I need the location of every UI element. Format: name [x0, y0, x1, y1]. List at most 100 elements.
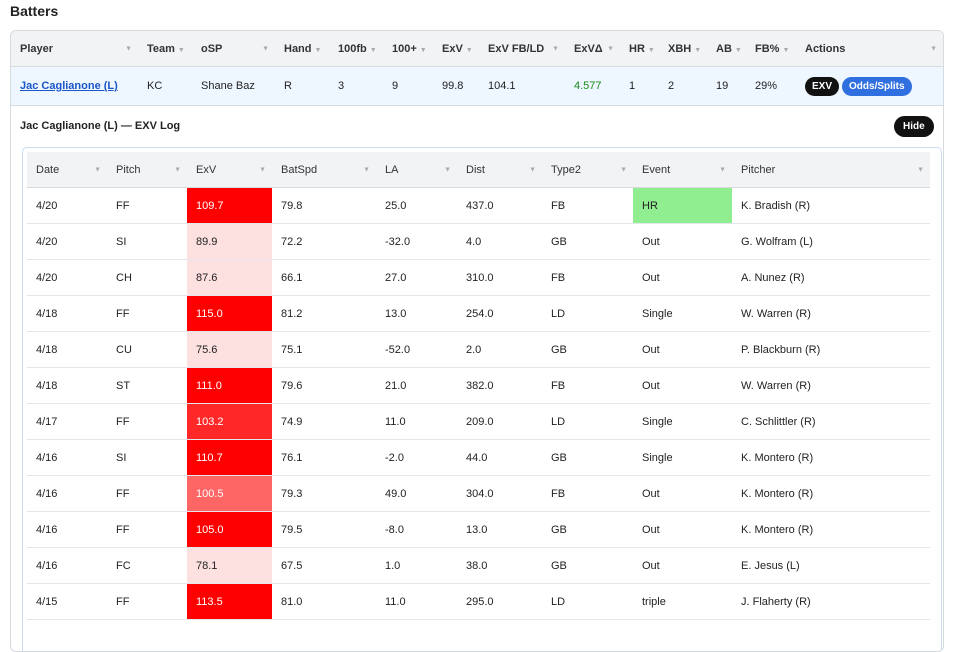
cell: Out — [633, 367, 732, 404]
cell: 4/16 — [27, 439, 107, 476]
cell: KC — [138, 66, 192, 106]
cell: P. Blackburn (R) — [732, 331, 930, 368]
column-header[interactable]: HR — [620, 31, 659, 67]
cell: K. Montero (R) — [732, 475, 930, 512]
column-header[interactable]: Actions — [796, 31, 943, 67]
cell: J. Flaherty (R) — [732, 583, 930, 620]
cell: Shane Baz — [192, 66, 275, 106]
cell: GB — [542, 439, 633, 476]
cell: 1 — [620, 66, 659, 106]
action-button[interactable]: EXV — [805, 76, 840, 96]
cell: -32.0 — [376, 223, 457, 260]
cell: K. Montero (R) — [732, 511, 930, 548]
batter-row: Jac Caglianone (L) KC Shane Baz R 3 9 99.8 104.… — [11, 66, 943, 106]
cell: SI — [107, 223, 187, 260]
hide-button[interactable]: Hide — [894, 116, 934, 137]
cell: 295.0 — [457, 583, 542, 620]
cell: 27.0 — [376, 259, 457, 296]
cell: 437.0 — [457, 187, 542, 224]
action-button[interactable]: Odds/Splits — [842, 76, 912, 96]
column-header[interactable]: 100fb — [329, 31, 383, 67]
column-header[interactable]: AB — [707, 31, 746, 67]
cell: FF — [107, 583, 187, 620]
log-row: 4/20 SI 89.9 72.2 -32.0 4.0 GB Out G. Wolfram (L… — [27, 223, 930, 260]
cell: FB — [542, 187, 633, 224]
cell: 25.0 — [376, 187, 457, 224]
cell: 110.7 — [187, 439, 272, 476]
cell: 78.1 — [187, 547, 272, 584]
column-header[interactable]: Player — [11, 31, 138, 67]
cell: GB — [542, 547, 633, 584]
batters-panel: PlayerTeamoSPHand100fb100+ExVExV FB/LDEx… — [10, 30, 944, 652]
table-body: Jac Caglianone (L) KC Shane Baz R 3 9 99.8 104.… — [11, 66, 943, 106]
cell: 79.6 — [272, 367, 376, 404]
cell: FF — [107, 403, 187, 440]
cell: 99.8 — [433, 66, 479, 106]
cell: 105.0 — [187, 511, 272, 548]
cell: 21.0 — [376, 367, 457, 404]
column-header[interactable]: Dist — [457, 152, 542, 188]
header-row: PlayerTeamoSPHand100fb100+ExVExV FB/LDEx… — [11, 31, 943, 67]
cell: HR — [633, 187, 732, 224]
column-header[interactable]: ExV — [187, 152, 272, 188]
column-header[interactable]: 100+ — [383, 31, 433, 67]
column-header[interactable]: Hand — [275, 31, 329, 67]
cell: 76.1 — [272, 439, 376, 476]
cell: 79.3 — [272, 475, 376, 512]
cell: 103.2 — [187, 403, 272, 440]
column-header[interactable]: Date — [27, 152, 107, 188]
cell: 2 — [659, 66, 707, 106]
cell: 79.5 — [272, 511, 376, 548]
cell: 4/17 — [27, 403, 107, 440]
cell: 4/20 — [27, 187, 107, 224]
column-header[interactable]: FB% — [746, 31, 796, 67]
cell: LD — [542, 295, 633, 332]
column-header[interactable]: BatSpd — [272, 152, 376, 188]
column-header[interactable]: Pitcher — [732, 152, 930, 188]
cell: 13.0 — [376, 295, 457, 332]
cell: 13.0 — [457, 511, 542, 548]
page: Batters PlayerTeamoSPHand100fb100+ExVExV… — [0, 0, 954, 622]
cell: R — [275, 66, 329, 106]
column-header[interactable]: LA — [376, 152, 457, 188]
column-header[interactable]: Team — [138, 31, 192, 67]
cell: -8.0 — [376, 511, 457, 548]
column-header[interactable]: ExV — [433, 31, 479, 67]
column-header[interactable]: XBH — [659, 31, 707, 67]
cell: -52.0 — [376, 331, 457, 368]
cell: LD — [542, 403, 633, 440]
cell: LD — [542, 583, 633, 620]
actions-cell: EXV Odds/Splits — [796, 66, 943, 106]
cell: 254.0 — [457, 295, 542, 332]
cell: 113.5 — [187, 583, 272, 620]
cell: 209.0 — [457, 403, 542, 440]
column-header[interactable]: Event — [633, 152, 732, 188]
column-header[interactable]: Pitch — [107, 152, 187, 188]
cell: 109.7 — [187, 187, 272, 224]
cell: 4/16 — [27, 511, 107, 548]
page-title: Batters — [10, 3, 59, 19]
player-link[interactable]: Jac Caglianone (L) — [20, 80, 118, 92]
cell: 87.6 — [187, 259, 272, 296]
cell: 74.9 — [272, 403, 376, 440]
column-header[interactable]: ExV FB/LD — [479, 31, 565, 67]
cell: 44.0 — [457, 439, 542, 476]
cell: Out — [633, 223, 732, 260]
log-row: 4/17 FF 103.2 74.9 11.0 209.0 LD Single C. Schli… — [27, 403, 930, 440]
column-header[interactable]: oSP — [192, 31, 275, 67]
cell: W. Warren (R) — [732, 367, 930, 404]
cell: 4/20 — [27, 223, 107, 260]
cell: SI — [107, 439, 187, 476]
cell: FB — [542, 367, 633, 404]
cell: 81.0 — [272, 583, 376, 620]
column-header[interactable]: Type2 — [542, 152, 633, 188]
column-header[interactable]: ExVΔ — [565, 31, 620, 67]
log-row: 4/18 CU 75.6 75.1 -52.0 2.0 GB Out P. Blackburn … — [27, 331, 930, 368]
cell: -2.0 — [376, 439, 457, 476]
cell: GB — [542, 331, 633, 368]
cell: C. Schlittler (R) — [732, 403, 930, 440]
cell: 4/15 — [27, 583, 107, 620]
cell: A. Nunez (R) — [732, 259, 930, 296]
log-container: DatePitchExVBatSpdLADistType2EventPitche… — [22, 147, 942, 651]
cell: 81.2 — [272, 295, 376, 332]
